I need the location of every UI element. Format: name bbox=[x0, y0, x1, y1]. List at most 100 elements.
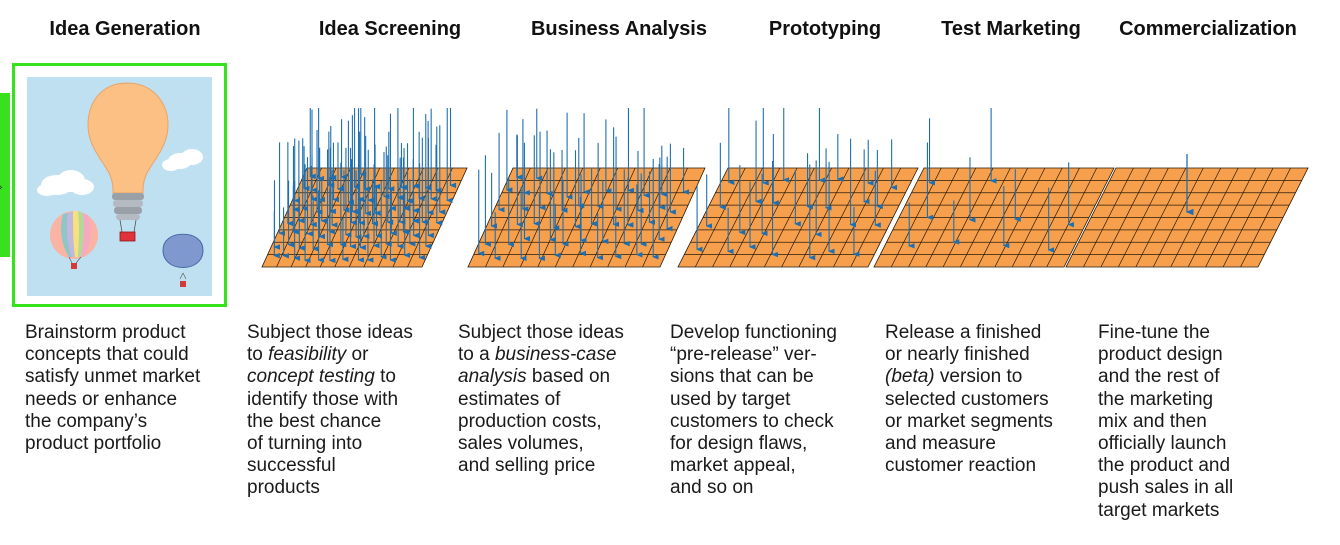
description-line: target markets bbox=[1098, 500, 1233, 522]
description-text: and measure bbox=[885, 433, 996, 455]
description-line: production costs, bbox=[458, 411, 624, 433]
description-line: and so on bbox=[670, 477, 837, 499]
description-line: the company’s bbox=[25, 411, 200, 433]
side-accent-bar bbox=[0, 93, 10, 257]
description-line: mix and then bbox=[1098, 411, 1233, 433]
description-text: to bbox=[247, 344, 269, 366]
idea-arrow-group bbox=[695, 108, 898, 261]
stage-title-idea-generation: Idea Generation bbox=[49, 18, 201, 40]
stage-description-prototyping: Develop functioning “pre-release” ver-sio… bbox=[670, 322, 837, 500]
description-text: Brainstorm product bbox=[25, 322, 186, 343]
description-line: market appeal, bbox=[670, 455, 837, 477]
description-text: market appeal, bbox=[670, 455, 796, 477]
stage-title-test-marketing: Test Marketing bbox=[941, 18, 1081, 40]
description-text: or nearly finished bbox=[885, 344, 1030, 366]
description-line: for design flaws, bbox=[670, 433, 837, 455]
description-text: concepts that could bbox=[25, 344, 189, 366]
funnel-grid-icon bbox=[467, 167, 706, 268]
description-line: the product and bbox=[1098, 455, 1233, 477]
description-text: to a bbox=[458, 344, 495, 366]
description-text: customer reaction bbox=[885, 455, 1037, 477]
description-text: of turning into bbox=[247, 433, 363, 455]
description-line: identify those with bbox=[247, 389, 413, 411]
idea-generation-illustration bbox=[12, 63, 227, 307]
idea-arrow-group bbox=[477, 108, 690, 262]
description-text: needs or enhance bbox=[25, 388, 178, 410]
description-line: officially launch bbox=[1098, 433, 1233, 455]
description-line: the marketing bbox=[1098, 389, 1233, 411]
description-line: Subject those ideas bbox=[247, 322, 413, 344]
description-line: used by target bbox=[670, 389, 837, 411]
description-line: to feasibility or bbox=[247, 344, 413, 366]
hot-air-balloon-icon bbox=[50, 211, 98, 269]
description-text: successful bbox=[247, 455, 336, 477]
description-line: customer reaction bbox=[885, 455, 1053, 477]
description-text: the marketing bbox=[1098, 388, 1214, 410]
description-text: Subject those ideas bbox=[458, 322, 624, 343]
description-line: successful bbox=[247, 455, 413, 477]
description-line: product design bbox=[1098, 344, 1233, 366]
stage-description-business-analysis: Subject those ideas to a business-case ana… bbox=[458, 322, 624, 477]
description-line: “pre-release” ver- bbox=[670, 344, 837, 366]
description-line: and selling price bbox=[458, 455, 624, 477]
description-line: Brainstorm product bbox=[25, 322, 200, 344]
description-text: and so on bbox=[670, 477, 754, 499]
description-text: to bbox=[374, 366, 396, 388]
description-line: or market segments bbox=[885, 411, 1053, 433]
description-line: the best chance bbox=[247, 411, 413, 433]
description-line: satisfy unmet market bbox=[25, 366, 200, 388]
description-text: push sales in all bbox=[1098, 477, 1234, 499]
stage-title-prototyping: Prototyping bbox=[768, 18, 882, 40]
description-text: version to bbox=[934, 366, 1023, 388]
description-line: and measure bbox=[885, 433, 1053, 455]
stage-title-idea-screening: Idea Screening bbox=[318, 18, 462, 40]
description-text: the best chance bbox=[247, 410, 382, 432]
description-line: Develop functioning bbox=[670, 322, 837, 344]
stage-title-commercialization: Commercialization bbox=[1119, 18, 1297, 40]
description-text: Develop functioning bbox=[670, 322, 837, 343]
stage-description-test-marketing: Release a finished or nearly finished (bet… bbox=[885, 322, 1053, 477]
description-line: products bbox=[247, 477, 413, 499]
description-line: (beta) version to bbox=[885, 366, 1053, 388]
description-line: and the rest of bbox=[1098, 366, 1233, 388]
description-line: Fine-tune the bbox=[1098, 322, 1233, 344]
emphasized-term: analysis bbox=[458, 366, 527, 388]
description-line: or nearly finished bbox=[885, 344, 1053, 366]
description-line: Subject those ideas bbox=[458, 322, 624, 344]
emphasized-term: concept testing bbox=[247, 366, 375, 388]
funnel-grid-icon bbox=[1065, 167, 1309, 268]
description-line: sions that can be bbox=[670, 366, 837, 388]
description-line: concept testing to bbox=[247, 366, 413, 388]
stage-title-business-analysis: Business Analysis bbox=[530, 18, 707, 40]
stage-description-idea-generation: Brainstorm product concepts that could sat… bbox=[25, 322, 200, 455]
stage-description-idea-screening: Subject those ideas to feasibility or conc… bbox=[247, 322, 413, 500]
description-text: sions that can be bbox=[670, 366, 814, 388]
description-text: satisfy unmet market bbox=[25, 366, 201, 388]
description-text: the company’s bbox=[25, 410, 148, 432]
description-line: product portfolio bbox=[25, 433, 200, 455]
description-line: Release a finished bbox=[885, 322, 1053, 344]
description-line: push sales in all bbox=[1098, 477, 1233, 499]
description-text: the product and bbox=[1098, 455, 1231, 477]
description-text: production costs, bbox=[458, 410, 602, 432]
description-text: customers to check bbox=[670, 410, 834, 432]
description-text: identify those with bbox=[247, 388, 399, 410]
description-text: and selling price bbox=[458, 455, 596, 477]
description-text: officially launch bbox=[1098, 433, 1227, 455]
description-text: estimates of bbox=[458, 388, 561, 410]
idea-arrow-group bbox=[908, 108, 1075, 253]
idea-arrow-group bbox=[273, 108, 457, 264]
description-line: concepts that could bbox=[25, 344, 200, 366]
emphasized-term: (beta) bbox=[885, 366, 935, 388]
side-caret-icon: › bbox=[0, 183, 3, 193]
description-text: sales volumes, bbox=[458, 433, 584, 455]
description-text: Subject those ideas bbox=[247, 322, 413, 343]
description-line: sales volumes, bbox=[458, 433, 624, 455]
description-line: estimates of bbox=[458, 389, 624, 411]
description-text: product design bbox=[1098, 344, 1223, 366]
funnel-grid-panel bbox=[261, 108, 1309, 268]
description-line: of turning into bbox=[247, 433, 413, 455]
stage-description-commercialization: Fine-tune the product design and the rest … bbox=[1098, 322, 1233, 522]
funnel-grid-icon bbox=[873, 167, 1115, 268]
description-text: target markets bbox=[1098, 499, 1220, 521]
